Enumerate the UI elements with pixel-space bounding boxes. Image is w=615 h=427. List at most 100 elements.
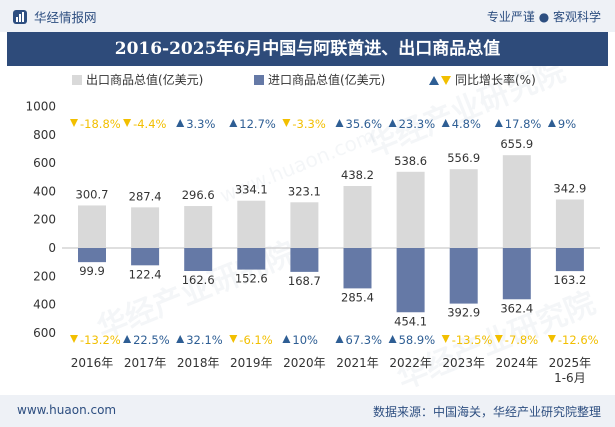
import-growth-label: -12.6% xyxy=(558,333,599,347)
import-growth-label: 10% xyxy=(292,333,318,347)
x-tick-label: 2023年 xyxy=(442,356,485,370)
export-value-label: 342.9 xyxy=(553,181,586,195)
chart-title: 2016-2025年6月中国与阿联酋进、出口商品总值 xyxy=(7,32,608,66)
export-value-label: 296.6 xyxy=(182,188,215,202)
up-triangle-icon xyxy=(229,119,238,127)
export-bar xyxy=(290,202,319,248)
bottom-bar: www.huaon.com 数据来源：中国海关，华经产业研究院整理 xyxy=(0,395,615,427)
import-bar xyxy=(396,248,425,313)
x-tick-label-line: 2021年 xyxy=(336,356,379,370)
up-triangle-icon xyxy=(335,119,344,127)
x-tick-label-line: 2017年 xyxy=(124,356,167,370)
y-tick-label: 200 xyxy=(33,213,56,227)
website-link[interactable]: www.huaon.com xyxy=(17,403,117,417)
import-bar xyxy=(449,248,478,304)
import-value-label: 99.9 xyxy=(79,264,105,278)
down-triangle-icon xyxy=(282,119,291,127)
brand-name: 华经情报网 xyxy=(34,10,97,25)
import-value-label: 163.2 xyxy=(553,273,586,287)
x-tick-label: 2019年 xyxy=(230,356,273,370)
export-growth-label: -4.4% xyxy=(133,117,166,131)
export-growth-label: 3.3% xyxy=(186,117,215,131)
x-tick-label-line: 2020年 xyxy=(283,356,326,370)
up-triangle-icon xyxy=(335,335,344,343)
export-growth-label: 9% xyxy=(558,117,576,131)
export-value-label: 655.9 xyxy=(500,137,533,151)
export-value-label: 287.4 xyxy=(129,189,162,203)
x-tick-label-line: 2024年 xyxy=(496,356,539,370)
down-triangle-icon xyxy=(547,335,556,343)
y-tick-label: 600 xyxy=(33,326,56,340)
import-bar xyxy=(502,248,531,300)
y-tick-label: 800 xyxy=(33,128,56,142)
import-value-label: 122.4 xyxy=(129,267,162,281)
export-growth-label: 12.7% xyxy=(239,117,276,131)
import-value-label: 454.1 xyxy=(394,314,427,328)
x-tick-label-line: 2016年 xyxy=(71,356,114,370)
x-tick-label: 2020年 xyxy=(283,356,326,370)
y-tick-label: 1000 xyxy=(25,100,56,114)
export-value-label: 438.2 xyxy=(341,168,374,182)
import-value-label: 168.7 xyxy=(288,274,321,288)
x-tick-label-line: 2019年 xyxy=(230,356,273,370)
import-value-label: 392.9 xyxy=(447,306,480,320)
x-tick-label: 2022年 xyxy=(389,356,432,370)
import-value-label: 162.6 xyxy=(182,273,215,287)
import-bar xyxy=(78,248,106,263)
up-triangle-icon xyxy=(494,119,503,127)
export-value-label: 300.7 xyxy=(76,187,109,201)
top-bar: 华经情报网 专业严谨 ● 客观科学 xyxy=(0,0,615,32)
tagline: 专业严谨 ● 客观科学 xyxy=(486,10,601,24)
import-growth-label: 58.9% xyxy=(399,333,436,347)
legend-label-growth: 同比增长率(%) xyxy=(455,72,536,87)
export-growth-label: 35.6% xyxy=(346,117,383,131)
export-bar xyxy=(78,205,106,248)
x-tick-label: 2016年 xyxy=(71,356,114,370)
import-bar xyxy=(555,248,584,272)
import-growth-label: 32.1% xyxy=(186,333,223,347)
export-growth-label: -18.8% xyxy=(80,117,121,131)
down-triangle-icon xyxy=(494,335,503,343)
x-tick-label: 2017年 xyxy=(124,356,167,370)
y-tick-label: 600 xyxy=(33,156,56,170)
import-bar xyxy=(184,248,213,272)
up-triangle-icon xyxy=(388,335,397,343)
import-growth-label: -13.5% xyxy=(452,333,493,347)
import-bar xyxy=(290,248,319,272)
export-bar xyxy=(449,169,478,248)
up-triangle-icon xyxy=(547,119,556,127)
y-tick-label: 400 xyxy=(33,298,56,312)
up-triangle-icon xyxy=(176,335,185,343)
x-tick-label: 2021年 xyxy=(336,356,379,370)
legend-down-triangle-icon xyxy=(441,76,451,85)
export-value-label: 538.6 xyxy=(394,154,427,168)
export-value-label: 334.1 xyxy=(235,183,268,197)
export-bar xyxy=(131,207,160,248)
legend-label-import: 进口商品总值(亿美元) xyxy=(268,72,385,87)
export-growth-label: 17.8% xyxy=(505,117,542,131)
export-growth-label: -3.3% xyxy=(292,117,325,131)
x-tick-label-line: 2025年 xyxy=(549,356,592,370)
import-bar xyxy=(131,248,160,266)
legend-up-triangle-icon xyxy=(429,76,439,85)
legend-label-export: 出口商品总值(亿美元) xyxy=(86,72,203,87)
export-bar xyxy=(237,200,266,248)
down-triangle-icon xyxy=(123,119,132,127)
down-triangle-icon xyxy=(70,335,78,343)
y-tick-label: 400 xyxy=(33,184,56,198)
export-value-label: 556.9 xyxy=(447,151,480,165)
up-triangle-icon xyxy=(282,335,291,343)
brand: 华经情报网 xyxy=(12,7,97,26)
up-triangle-icon xyxy=(441,119,450,127)
export-bar xyxy=(502,155,531,248)
y-tick-label: 200 xyxy=(33,269,56,283)
import-growth-label: -7.8% xyxy=(505,333,538,347)
x-tick-label-line: 1-6月 xyxy=(554,371,586,385)
x-tick-label-line: 2018年 xyxy=(177,356,220,370)
x-tick-label: 2018年 xyxy=(177,356,220,370)
import-bar xyxy=(343,248,372,289)
import-value-label: 152.6 xyxy=(235,272,268,286)
up-triangle-icon xyxy=(388,119,397,127)
down-triangle-icon xyxy=(441,335,450,343)
